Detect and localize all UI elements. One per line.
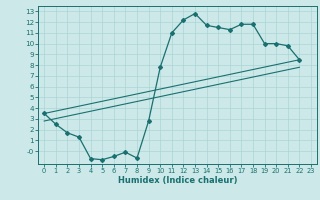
X-axis label: Humidex (Indice chaleur): Humidex (Indice chaleur) — [118, 176, 237, 185]
